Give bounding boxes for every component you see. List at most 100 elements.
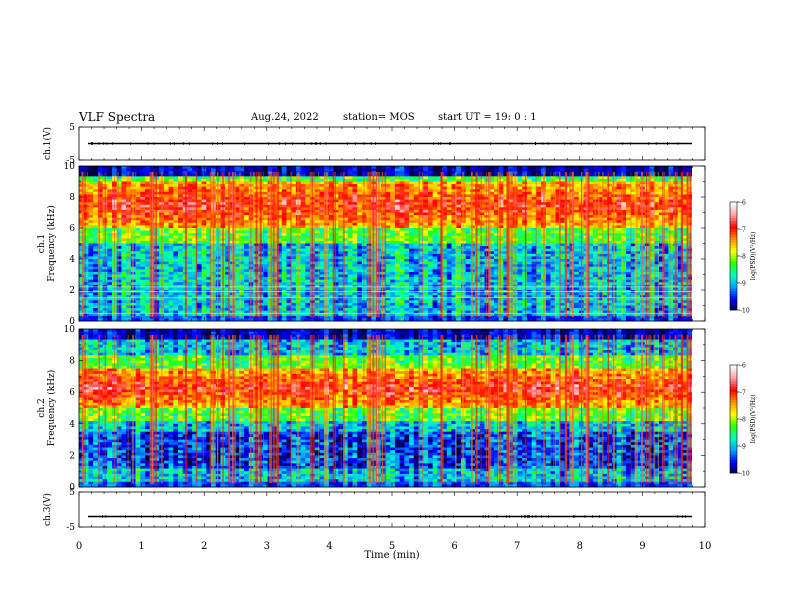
heatmap-cell — [187, 182, 192, 185]
heatmap-cell — [154, 176, 159, 179]
heatmap-cell — [173, 275, 178, 278]
heatmap-cell — [178, 179, 183, 182]
heatmap-cell — [173, 244, 178, 247]
heatmap-cell — [126, 249, 131, 252]
heatmap-cell — [239, 236, 244, 239]
heatmap-cell — [173, 298, 178, 301]
heatmap-cell — [117, 306, 122, 309]
heatmap-cell — [197, 262, 202, 265]
heatmap-cell — [117, 275, 122, 278]
heatmap-cell — [136, 205, 141, 208]
heatmap-cell — [107, 254, 112, 257]
heatmap-cell — [117, 244, 122, 247]
heatmap-cell — [145, 275, 150, 278]
heatmap-cell — [197, 166, 202, 169]
heatmap-cell — [187, 215, 192, 218]
heatmap-cell — [244, 200, 249, 203]
heatmap-cell — [117, 194, 122, 197]
heatmap-cell — [244, 202, 249, 205]
heatmap-cell — [84, 213, 89, 216]
heatmap-cell — [239, 171, 244, 174]
heatmap-cell — [154, 267, 159, 270]
heatmap-cell — [107, 174, 112, 177]
heatmap-cell — [93, 223, 98, 226]
heatmap-cell — [197, 174, 202, 177]
heatmap-cell — [169, 187, 174, 190]
heatmap-cell — [244, 244, 249, 247]
heatmap-cell — [84, 225, 89, 228]
heatmap-cell — [244, 308, 249, 311]
heatmap-cell — [197, 313, 202, 316]
heatmap-cell — [140, 166, 145, 169]
heatmap-cell — [84, 244, 89, 247]
heatmap-cell — [154, 197, 159, 200]
heatmap-cell — [202, 207, 207, 210]
heatmap-cell — [239, 280, 244, 283]
heatmap-cell — [197, 293, 202, 296]
heatmap-cell — [244, 282, 249, 285]
heatmap-cell — [140, 225, 145, 228]
heatmap-cell — [239, 207, 244, 210]
heatmap-cell — [244, 231, 249, 234]
heatmap-cell — [187, 262, 192, 265]
heatmap-cell — [244, 287, 249, 290]
heatmap-cell — [187, 259, 192, 262]
heatmap-cell — [121, 166, 126, 169]
heatmap-cell — [235, 166, 240, 169]
heatmap-cell — [84, 272, 89, 275]
heatmap-cell — [244, 303, 249, 306]
heatmap-cell — [187, 205, 192, 208]
heatmap-cell — [136, 262, 141, 265]
heatmap-cell — [178, 171, 183, 174]
heatmap-cell — [244, 184, 249, 187]
heatmap-cell — [244, 298, 249, 301]
heatmap-cell — [169, 298, 174, 301]
heatmap-cell — [93, 313, 98, 316]
heatmap-cell — [121, 205, 126, 208]
heatmap-cell — [154, 202, 159, 205]
heatmap-cell — [88, 169, 93, 172]
heatmap-cell — [145, 298, 150, 301]
heatmap-cell — [244, 182, 249, 185]
heatmap-cell — [169, 287, 174, 290]
heatmap-cell — [178, 205, 183, 208]
heatmap-cell — [197, 316, 202, 319]
heatmap-cell — [169, 228, 174, 231]
heatmap-cell — [164, 236, 169, 239]
heatmap-cell — [164, 179, 169, 182]
heatmap-cell — [121, 200, 126, 203]
heatmap-cell — [169, 313, 174, 316]
heatmap-cell — [103, 169, 108, 172]
heatmap-cell — [239, 200, 244, 203]
heatmap-cell — [164, 207, 169, 210]
heatmap-cell — [169, 277, 174, 280]
heatmap-cell — [126, 262, 131, 265]
heatmap-cell — [107, 228, 112, 231]
heatmap-cell — [239, 179, 244, 182]
heatmap-cell — [145, 244, 150, 247]
heatmap-cell — [140, 244, 145, 247]
heatmap-cell — [197, 213, 202, 216]
heatmap-cell — [239, 210, 244, 213]
heatmap-cell — [178, 210, 183, 213]
heatmap-cell — [140, 207, 145, 210]
heatmap-cell — [121, 280, 126, 283]
heatmap-cell — [202, 313, 207, 316]
heatmap-cell — [145, 171, 150, 174]
heatmap-cell — [164, 223, 169, 226]
heatmap-cell — [244, 192, 249, 195]
heatmap-cell — [136, 264, 141, 267]
heatmap-cell — [154, 189, 159, 192]
heatmap-cell — [173, 197, 178, 200]
heatmap-cell — [140, 233, 145, 236]
heatmap-cell — [164, 262, 169, 265]
heatmap-cell — [107, 207, 112, 210]
heatmap-cell — [107, 192, 112, 195]
heatmap-cell — [140, 269, 145, 272]
heatmap-cell — [84, 238, 89, 241]
heatmap-cell — [140, 210, 145, 213]
heatmap-cell — [169, 192, 174, 195]
heatmap-cell — [136, 300, 141, 303]
heatmap-cell — [244, 254, 249, 257]
heatmap-cell — [202, 179, 207, 182]
